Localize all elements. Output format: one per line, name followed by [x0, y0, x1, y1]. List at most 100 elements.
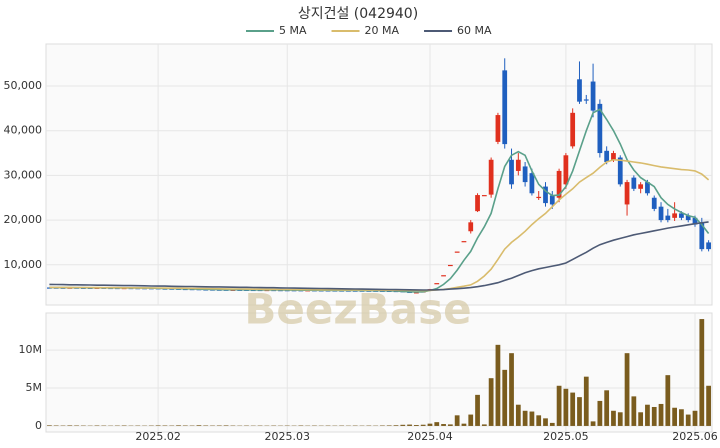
candle-body [454, 251, 460, 253]
volume-bar [685, 414, 691, 426]
legend-label: 60 MA [457, 24, 492, 37]
candle-body [577, 79, 582, 102]
volume-bar [597, 400, 603, 426]
volume-bar [223, 425, 229, 426]
chart-title: 상지건설 (042940) [298, 6, 418, 22]
candle-body [509, 159, 514, 185]
volume-bar [651, 406, 657, 426]
candle-body [515, 159, 521, 171]
volume-bar [454, 415, 460, 426]
volume-bar [475, 394, 480, 426]
candle-body [475, 195, 480, 212]
candle-body [556, 170, 562, 198]
volume-bar [665, 375, 671, 426]
volume-bar [196, 425, 202, 426]
volume-bar [645, 404, 650, 426]
candle-body [441, 275, 446, 277]
volume-bar [631, 396, 637, 426]
candle-body [699, 222, 705, 250]
candle-body [679, 213, 684, 218]
watermark: BeezBase [244, 285, 471, 334]
volume-bar [590, 421, 596, 426]
candle-body [549, 195, 555, 205]
volume-bar [386, 425, 392, 426]
candle-body [536, 196, 542, 199]
x-tick-label: 2025.02 [135, 430, 181, 443]
candle-body [583, 99, 589, 101]
candle-body [434, 283, 440, 285]
candle-body [468, 222, 474, 232]
candle-body [611, 153, 616, 160]
volume-bar [515, 404, 521, 426]
volume-bar [529, 411, 535, 426]
x-tick-label: 2025.06 [672, 430, 718, 443]
y-tick-label: 0 [35, 419, 42, 432]
candle-body [672, 213, 678, 218]
y-tick-label: 50,000 [4, 79, 43, 92]
candle-body [543, 186, 548, 204]
candle-body [522, 166, 528, 183]
volume-bar [577, 397, 582, 426]
candle-body [685, 215, 691, 221]
candle-body [617, 157, 623, 185]
volume-bar [47, 425, 52, 426]
volume-bar [400, 424, 406, 426]
y-tick-label: 20,000 [4, 213, 43, 226]
volume-bar [434, 422, 440, 426]
volume-bar [624, 353, 630, 426]
volume-bar [570, 392, 576, 426]
y-tick-label: 10,000 [4, 258, 43, 271]
legend-label: 5 MA [279, 24, 307, 37]
volume-bar [447, 424, 453, 426]
volume-bar [638, 412, 644, 426]
volume-bar [699, 319, 705, 426]
candle-body [570, 112, 576, 147]
volume-bar [679, 409, 684, 426]
y-tick-label: 40,000 [4, 124, 43, 137]
candle-body [495, 115, 501, 142]
candle-body [658, 206, 664, 221]
volume-bar [658, 403, 664, 426]
volume-bar [495, 344, 501, 426]
volume-bar [441, 424, 446, 426]
volume-bar [583, 376, 589, 426]
volume-bar [461, 423, 467, 426]
candle-body [651, 197, 657, 209]
candle-body [488, 159, 494, 195]
candle-body [590, 81, 596, 111]
volume-bar [468, 414, 474, 426]
candle-body [604, 150, 610, 162]
candle-body [563, 155, 569, 185]
candle-body [447, 264, 453, 267]
x-tick-label: 2025.03 [265, 430, 311, 443]
volume-bar [427, 423, 433, 426]
price-panel [45, 43, 713, 306]
candle-body [461, 241, 467, 243]
volume-bar [692, 410, 698, 426]
volume-bar [549, 422, 555, 426]
candle-body [631, 177, 637, 189]
candle-body [413, 292, 419, 294]
volume-bar [155, 425, 161, 426]
volume-bar [611, 410, 616, 426]
volume-bar [563, 388, 569, 426]
volume-bar [509, 353, 514, 426]
volume-bar [67, 425, 73, 426]
candle-body [638, 184, 644, 189]
volume-bar [556, 385, 562, 426]
candle-body [665, 215, 671, 221]
candle-body [502, 70, 508, 145]
ma-line [49, 221, 709, 291]
y-tick-label: 10M [19, 343, 43, 356]
volume-bar [522, 410, 528, 426]
candle-body [706, 242, 711, 250]
volume-bar [413, 425, 419, 426]
y-tick-label: 30,000 [4, 168, 43, 181]
volume-bar [604, 390, 610, 426]
volume-bar [420, 424, 426, 426]
candle-body [529, 173, 535, 194]
volume-bar [393, 425, 399, 426]
x-tick-label: 2025.05 [543, 430, 589, 443]
y-tick-label: 5M [26, 381, 43, 394]
